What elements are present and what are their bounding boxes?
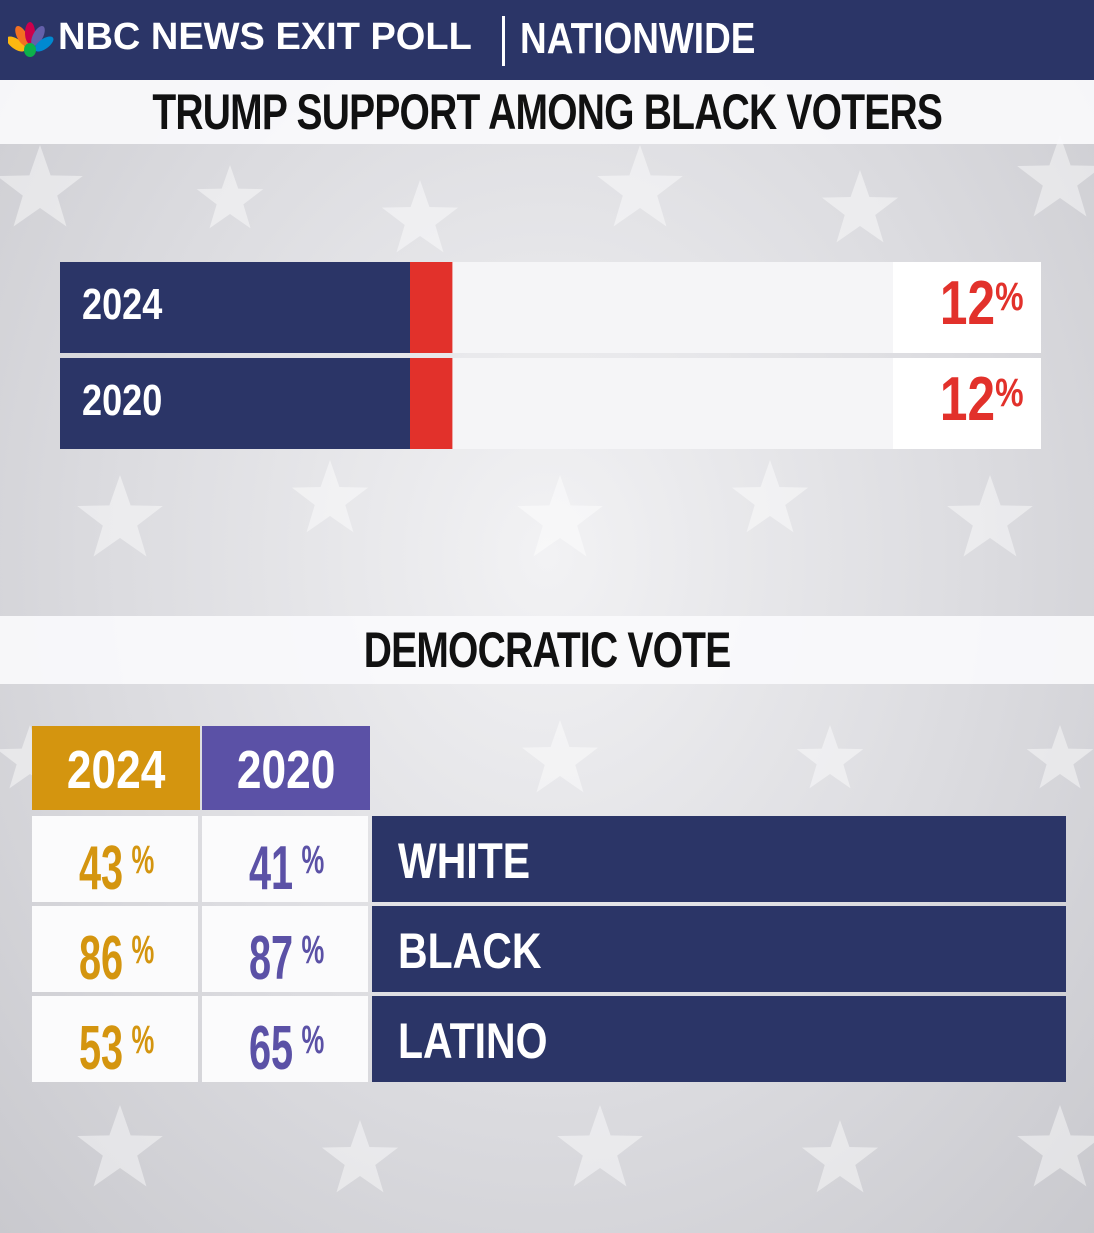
header-bar: NBC NEWS EXIT POLL NATIONWIDE [0,0,1094,80]
bar-label-box-2020 [60,358,410,449]
scope-label: NATIONWIDE [520,14,756,63]
bar-label-box-2024 [60,262,410,353]
table-title: DEMOCRATIC VOTE [363,622,732,678]
bar-value-box-2024 [893,262,1041,353]
table-cell-2020: 41% [202,816,368,903]
bar-2020 [410,358,453,449]
chart-title: TRUMP SUPPORT AMONG BLACK VOTERS [152,84,943,140]
table-cell-2024: 43% [32,816,198,903]
table-title-band: DEMOCRATIC VOTE [0,616,1094,684]
table-row-label: WHITE [372,816,1066,902]
table-row-label: LATINO [372,996,1066,1082]
table-cell-2024: 53% [32,996,198,1083]
header-divider [502,16,505,66]
bar-value-label: 12% [940,269,1024,338]
bar-value-box-2020 [893,358,1041,449]
brand-title: NBC NEWS EXIT POLL [58,16,472,58]
column-header-2024: 2024 [32,726,200,810]
column-header-2020: 2020 [202,726,370,810]
bar-category-label: 2024 [82,280,163,329]
table-cell-2020: 65% [202,996,368,1083]
table-cell-2020: 87% [202,906,368,993]
table-cell-2024: 86% [32,906,198,993]
bar-category-label: 2020 [82,376,163,425]
nbc-peacock-icon [8,22,54,57]
bar-2024 [410,262,453,353]
bar-value-label: 12% [940,365,1024,434]
chart-title-band: TRUMP SUPPORT AMONG BLACK VOTERS [0,80,1094,144]
table-row-label: BLACK [372,906,1066,992]
